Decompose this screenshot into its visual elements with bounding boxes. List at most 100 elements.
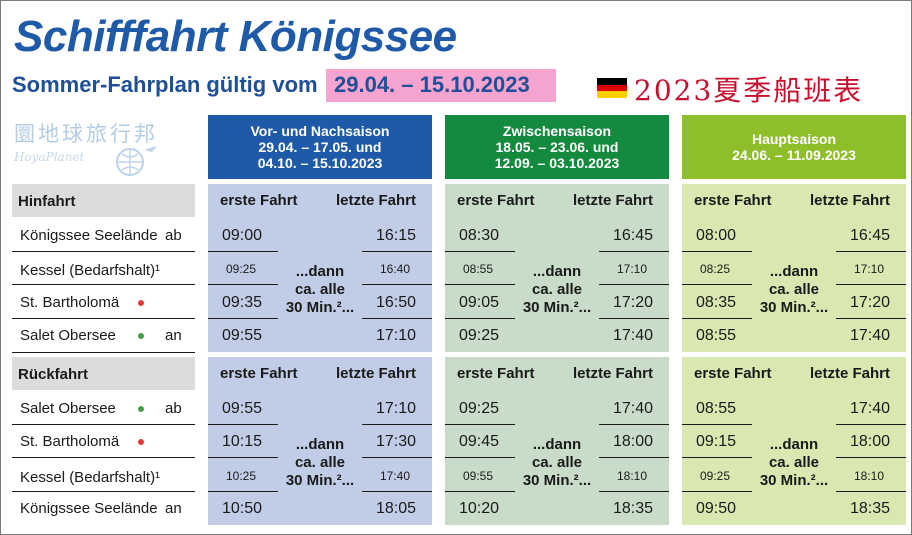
rueckfahrt-label: Rückfahrt bbox=[12, 357, 195, 390]
watermark-sub: HoyaPlanet bbox=[14, 150, 85, 164]
time-divider bbox=[836, 251, 906, 252]
time-divider bbox=[836, 284, 906, 285]
last-departure-time: 17:40 bbox=[850, 400, 891, 417]
first-departure-time: 09:50 bbox=[696, 500, 737, 517]
season-body-bg bbox=[682, 357, 906, 525]
last-departure-time: 17:30 bbox=[376, 433, 417, 450]
last-departure-time: 18:35 bbox=[613, 500, 654, 517]
first-departure-time: 09:05 bbox=[459, 294, 500, 311]
season-header-bg bbox=[682, 115, 906, 179]
time-divider bbox=[362, 284, 432, 285]
erste-fahrt-header: erste Fahrt bbox=[220, 192, 298, 209]
first-departure-time: 10:15 bbox=[222, 433, 263, 450]
time-divider bbox=[599, 457, 669, 458]
interval-line: 30 Min.²... bbox=[759, 472, 829, 489]
season-body-bg bbox=[208, 357, 432, 525]
interval-note: ...dann ca. alle 30 Min.²... bbox=[515, 436, 599, 490]
time-divider bbox=[362, 424, 432, 425]
stop-label: Königssee Seelände bbox=[20, 227, 158, 244]
first-departure-time: 09:25 bbox=[459, 400, 500, 417]
time-divider bbox=[836, 424, 906, 425]
season-name: Vor- und Nachsaison bbox=[250, 123, 390, 139]
last-departure-time: 17:40 bbox=[380, 469, 411, 483]
first-departure-time: 09:00 bbox=[222, 227, 263, 244]
first-departure-time: 09:25 bbox=[459, 327, 500, 344]
time-divider bbox=[208, 284, 278, 285]
season-line2: 18.05. – 23.06. und bbox=[495, 139, 619, 155]
letzte-fahrt-header: letzte Fahrt bbox=[573, 192, 654, 209]
last-departure-time: 17:40 bbox=[613, 400, 654, 417]
last-departure-time: 18:00 bbox=[613, 433, 654, 450]
first-departure-time: 08:55 bbox=[696, 400, 737, 417]
globe-plane-icon bbox=[116, 146, 157, 176]
time-divider bbox=[682, 457, 752, 458]
season-line2: 29.04. – 17.05. und bbox=[258, 139, 382, 155]
first-departure-time: 10:50 bbox=[222, 500, 263, 517]
time-divider bbox=[599, 251, 669, 252]
time-divider bbox=[836, 491, 906, 492]
time-divider bbox=[682, 284, 752, 285]
last-departure-time: 16:45 bbox=[850, 227, 891, 244]
letzte-fahrt-header: letzte Fahrt bbox=[336, 192, 417, 209]
erste-fahrt-header: erste Fahrt bbox=[694, 365, 772, 382]
green-dot-icon bbox=[138, 406, 144, 412]
erste-fahrt-header: erste Fahrt bbox=[457, 365, 535, 382]
stop-label: St. Bartholomä bbox=[20, 294, 120, 311]
stop-label: Königssee Seelände bbox=[20, 500, 158, 517]
last-departure-time: 17:20 bbox=[613, 294, 654, 311]
time-divider bbox=[682, 251, 752, 252]
time-divider bbox=[362, 251, 432, 252]
first-departure-time: 08:30 bbox=[459, 227, 500, 244]
time-divider bbox=[445, 284, 515, 285]
letzte-fahrt-header: letzte Fahrt bbox=[810, 365, 891, 382]
interval-line: 30 Min.²... bbox=[522, 472, 592, 489]
letzte-fahrt-header: letzte Fahrt bbox=[810, 192, 891, 209]
last-departure-time: 17:40 bbox=[613, 327, 654, 344]
first-departure-time: 10:20 bbox=[459, 500, 500, 517]
interval-line: 30 Min.²... bbox=[522, 299, 592, 316]
interval-line: 30 Min.²... bbox=[759, 299, 829, 316]
season-header: Zwischensaison 18.05. – 23.06. und 12.09. … bbox=[445, 123, 669, 171]
season-header-bg bbox=[445, 115, 669, 179]
time-divider bbox=[599, 424, 669, 425]
last-departure-time: 18:10 bbox=[854, 469, 885, 483]
green-dot-icon bbox=[138, 333, 144, 339]
first-departure-time: 09:45 bbox=[459, 433, 500, 450]
last-departure-time: 16:15 bbox=[376, 227, 417, 244]
time-divider bbox=[599, 491, 669, 492]
last-departure-time: 16:50 bbox=[376, 294, 417, 311]
page-title: Schifffahrt Königssee bbox=[14, 12, 457, 61]
red-dot-icon bbox=[138, 300, 144, 306]
stop-suffix: ab bbox=[165, 400, 182, 417]
last-departure-time: 18:05 bbox=[376, 500, 417, 517]
interval-line: ca. alle bbox=[294, 454, 346, 471]
erste-fahrt-header: erste Fahrt bbox=[220, 365, 298, 382]
first-departure-time: 09:15 bbox=[696, 433, 737, 450]
time-divider bbox=[599, 318, 669, 319]
interval-line: ...dann bbox=[769, 436, 819, 453]
first-departure-time: 09:35 bbox=[222, 294, 263, 311]
time-divider bbox=[208, 318, 278, 319]
last-departure-time: 18:10 bbox=[617, 469, 648, 483]
season-header-bg bbox=[208, 115, 432, 179]
time-divider bbox=[208, 457, 278, 458]
interval-note: ...dann ca. alle 30 Min.²... bbox=[752, 436, 836, 490]
season-body-bg bbox=[208, 184, 432, 352]
time-divider bbox=[836, 457, 906, 458]
row-divider bbox=[12, 318, 195, 319]
time-divider bbox=[682, 491, 752, 492]
erste-fahrt-header: erste Fahrt bbox=[457, 192, 535, 209]
time-divider bbox=[599, 284, 669, 285]
season-line3: 12.09. – 03.10.2023 bbox=[494, 155, 620, 171]
season-body-bg bbox=[445, 184, 669, 352]
interval-note: ...dann ca. alle 30 Min.²... bbox=[515, 263, 599, 317]
season-body-bg bbox=[682, 184, 906, 352]
interval-line: ...dann bbox=[532, 263, 582, 280]
first-departure-time: 09:55 bbox=[463, 469, 494, 483]
last-departure-time: 17:10 bbox=[376, 400, 417, 417]
stop-label: Salet Obersee bbox=[20, 327, 116, 344]
last-departure-time: 17:20 bbox=[850, 294, 891, 311]
last-departure-time: 17:40 bbox=[850, 327, 891, 344]
time-divider bbox=[445, 491, 515, 492]
time-divider bbox=[362, 491, 432, 492]
